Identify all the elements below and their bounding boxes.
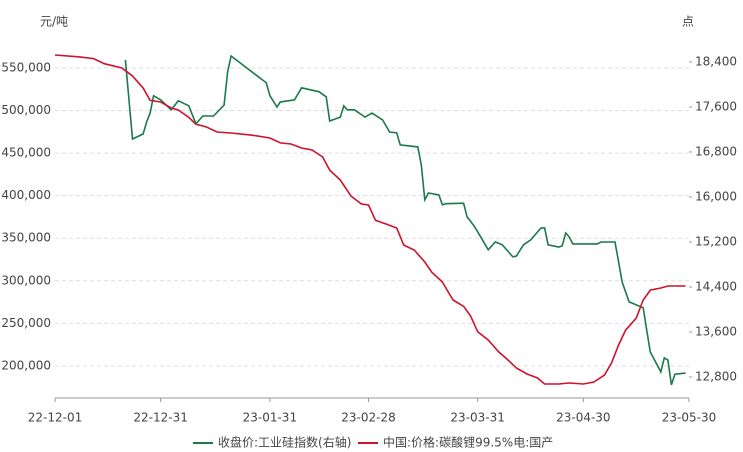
y2-tick-label: 16,800 bbox=[695, 144, 737, 158]
x-tick-label: 23-03-31 bbox=[450, 411, 504, 425]
legend-label: 中国:价格:碳酸锂99.5%电:国产 bbox=[383, 435, 553, 450]
x-tick-label: 23-05-30 bbox=[662, 411, 716, 425]
y2-tick-label: 12,800 bbox=[695, 369, 737, 383]
y2-tick-label: 14,400 bbox=[695, 279, 737, 293]
y2-tick-label: 15,200 bbox=[695, 234, 737, 248]
series-line bbox=[54, 54, 686, 385]
y2-tick-label: 17,600 bbox=[695, 99, 737, 113]
y-tick-label: 350,000 bbox=[1, 231, 51, 245]
y-tick-label: 550,000 bbox=[1, 61, 51, 75]
y-tick-label: 300,000 bbox=[1, 273, 51, 287]
y2-unit: 点 bbox=[682, 15, 694, 29]
y2-tick-label: 16,000 bbox=[695, 189, 737, 203]
y-tick-label: 500,000 bbox=[1, 103, 51, 117]
y-tick-label: 250,000 bbox=[1, 316, 51, 330]
x-tick-label: 23-01-31 bbox=[243, 411, 297, 425]
y-tick-label: 400,000 bbox=[1, 188, 51, 202]
legend-label: 收盘价:工业硅指数(右轴) bbox=[218, 435, 351, 450]
y2-tick-label: 18,400 bbox=[695, 54, 737, 68]
y-tick-label: 450,000 bbox=[1, 146, 51, 160]
y2-tick-label: 13,600 bbox=[695, 324, 737, 338]
series-line bbox=[124, 54, 686, 386]
x-tick-label: 22-12-31 bbox=[133, 411, 187, 425]
y-tick-label: 200,000 bbox=[1, 358, 51, 372]
x-tick-label: 23-04-30 bbox=[556, 411, 610, 425]
x-tick-label: 22-12-01 bbox=[28, 411, 82, 425]
x-tick-label: 23-02-28 bbox=[341, 411, 395, 425]
y-unit: 元/吨 bbox=[40, 15, 68, 29]
